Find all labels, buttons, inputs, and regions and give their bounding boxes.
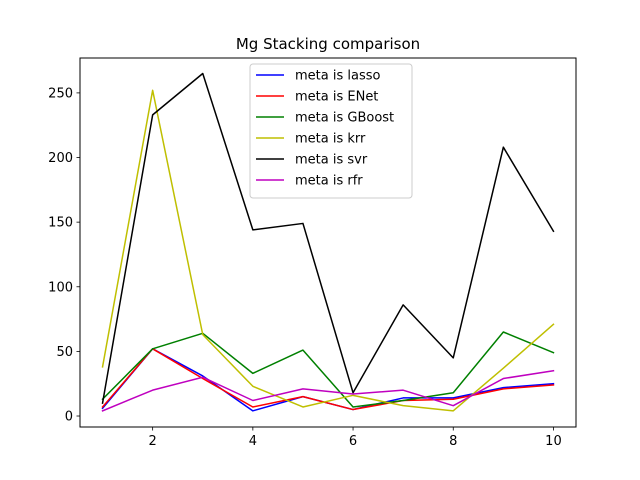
series-lines (101, 72, 555, 412)
series-line-3 (101, 89, 555, 412)
y-tick-label: 150 (48, 216, 73, 231)
legend-box (249, 63, 413, 199)
y-tick-label: 200 (48, 151, 73, 166)
series-line-5 (101, 369, 555, 412)
series-line-4 (101, 72, 555, 404)
x-tick-label: 2 (149, 434, 157, 449)
x-tick-label: 6 (349, 434, 357, 449)
x-tick-label: 10 (545, 434, 562, 449)
legend-label: meta is svr (295, 153, 368, 168)
legend: meta is lasso meta is ENet meta is GBoost m… (249, 63, 413, 199)
y-tick-label: 250 (48, 86, 73, 101)
chart-title: Mg Stacking comparison (236, 35, 420, 53)
legend-label: meta is krr (295, 132, 366, 147)
y-tick-label: 100 (48, 280, 73, 295)
plot-frame (79, 57, 577, 428)
y-tick-label: 0 (65, 410, 73, 425)
legend-label: meta is rfr (295, 174, 363, 189)
legend-label: meta is ENet (295, 90, 378, 105)
legend-label: meta is lasso (295, 69, 380, 84)
x-tick-label: 8 (449, 434, 457, 449)
legend-label: meta is GBoost (295, 111, 394, 126)
x-tick-label: 4 (249, 434, 257, 449)
series-line-1 (101, 348, 555, 411)
series-line-2 (101, 331, 555, 408)
y-tick-label: 50 (56, 345, 73, 360)
